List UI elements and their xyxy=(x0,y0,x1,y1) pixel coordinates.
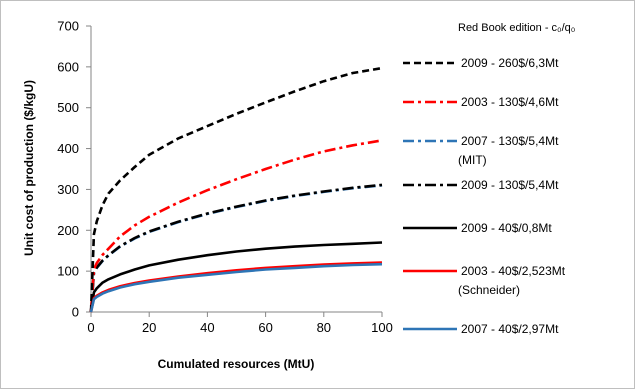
legend-label: 2003 - 40$/2,523Mt xyxy=(461,264,566,278)
series-line xyxy=(89,183,383,313)
x-tick-label: 100 xyxy=(371,320,393,335)
y-tick-labels: 0 100 200 300 400 500 600 700 xyxy=(57,19,91,320)
y-tick-label: 400 xyxy=(57,141,79,156)
series-line xyxy=(89,184,383,313)
y-tick-label: 100 xyxy=(57,264,79,279)
series-line xyxy=(89,139,383,313)
legend-label: 2003 - 130$/4,6Mt xyxy=(461,95,559,109)
legend-label: 2007 - 40$/2,97Mt xyxy=(461,322,559,336)
y-tick-label: 200 xyxy=(57,223,79,238)
y-tick-label: 500 xyxy=(57,100,79,115)
legend: 2009 - 260$/6,3Mt 2003 - 130$/4,6Mt 2007 -… xyxy=(403,56,566,336)
x-tick-label: 20 xyxy=(142,320,156,335)
y-tick-label: 600 xyxy=(57,59,79,74)
x-tick-label: 0 xyxy=(87,320,94,335)
x-tick-label: 40 xyxy=(200,320,214,335)
y-tick-label: 300 xyxy=(57,182,79,197)
y-tick-label: 700 xyxy=(57,19,79,34)
x-tick-labels: 0 20 40 60 80 100 xyxy=(87,312,393,335)
legend-label-continued: (Schneider) xyxy=(458,283,520,297)
legend-label: 2009 - 40$/0,8Mt xyxy=(461,221,552,235)
legend-label-continued: (MIT) xyxy=(458,153,487,167)
axes xyxy=(90,26,382,313)
legend-title: Red Book edition - c₀/q₀ xyxy=(458,22,575,34)
x-axis-title: Cumulated resources (MtU) xyxy=(158,357,315,371)
x-tick-label: 80 xyxy=(317,320,331,335)
legend-label: 2007 - 130$/5,4Mt xyxy=(461,134,559,148)
y-axis-title: Unit cost of production ($/kgU) xyxy=(22,80,36,256)
y-tick-label: 0 xyxy=(72,305,79,320)
series-line xyxy=(89,262,383,313)
series-lines xyxy=(89,66,383,313)
x-tick-label: 60 xyxy=(258,320,272,335)
legend-label: 2009 - 260$/6,3Mt xyxy=(461,56,559,70)
series-line xyxy=(89,241,383,313)
legend-label: 2009 - 130$/5,4Mt xyxy=(461,178,559,192)
series-line xyxy=(89,66,383,313)
